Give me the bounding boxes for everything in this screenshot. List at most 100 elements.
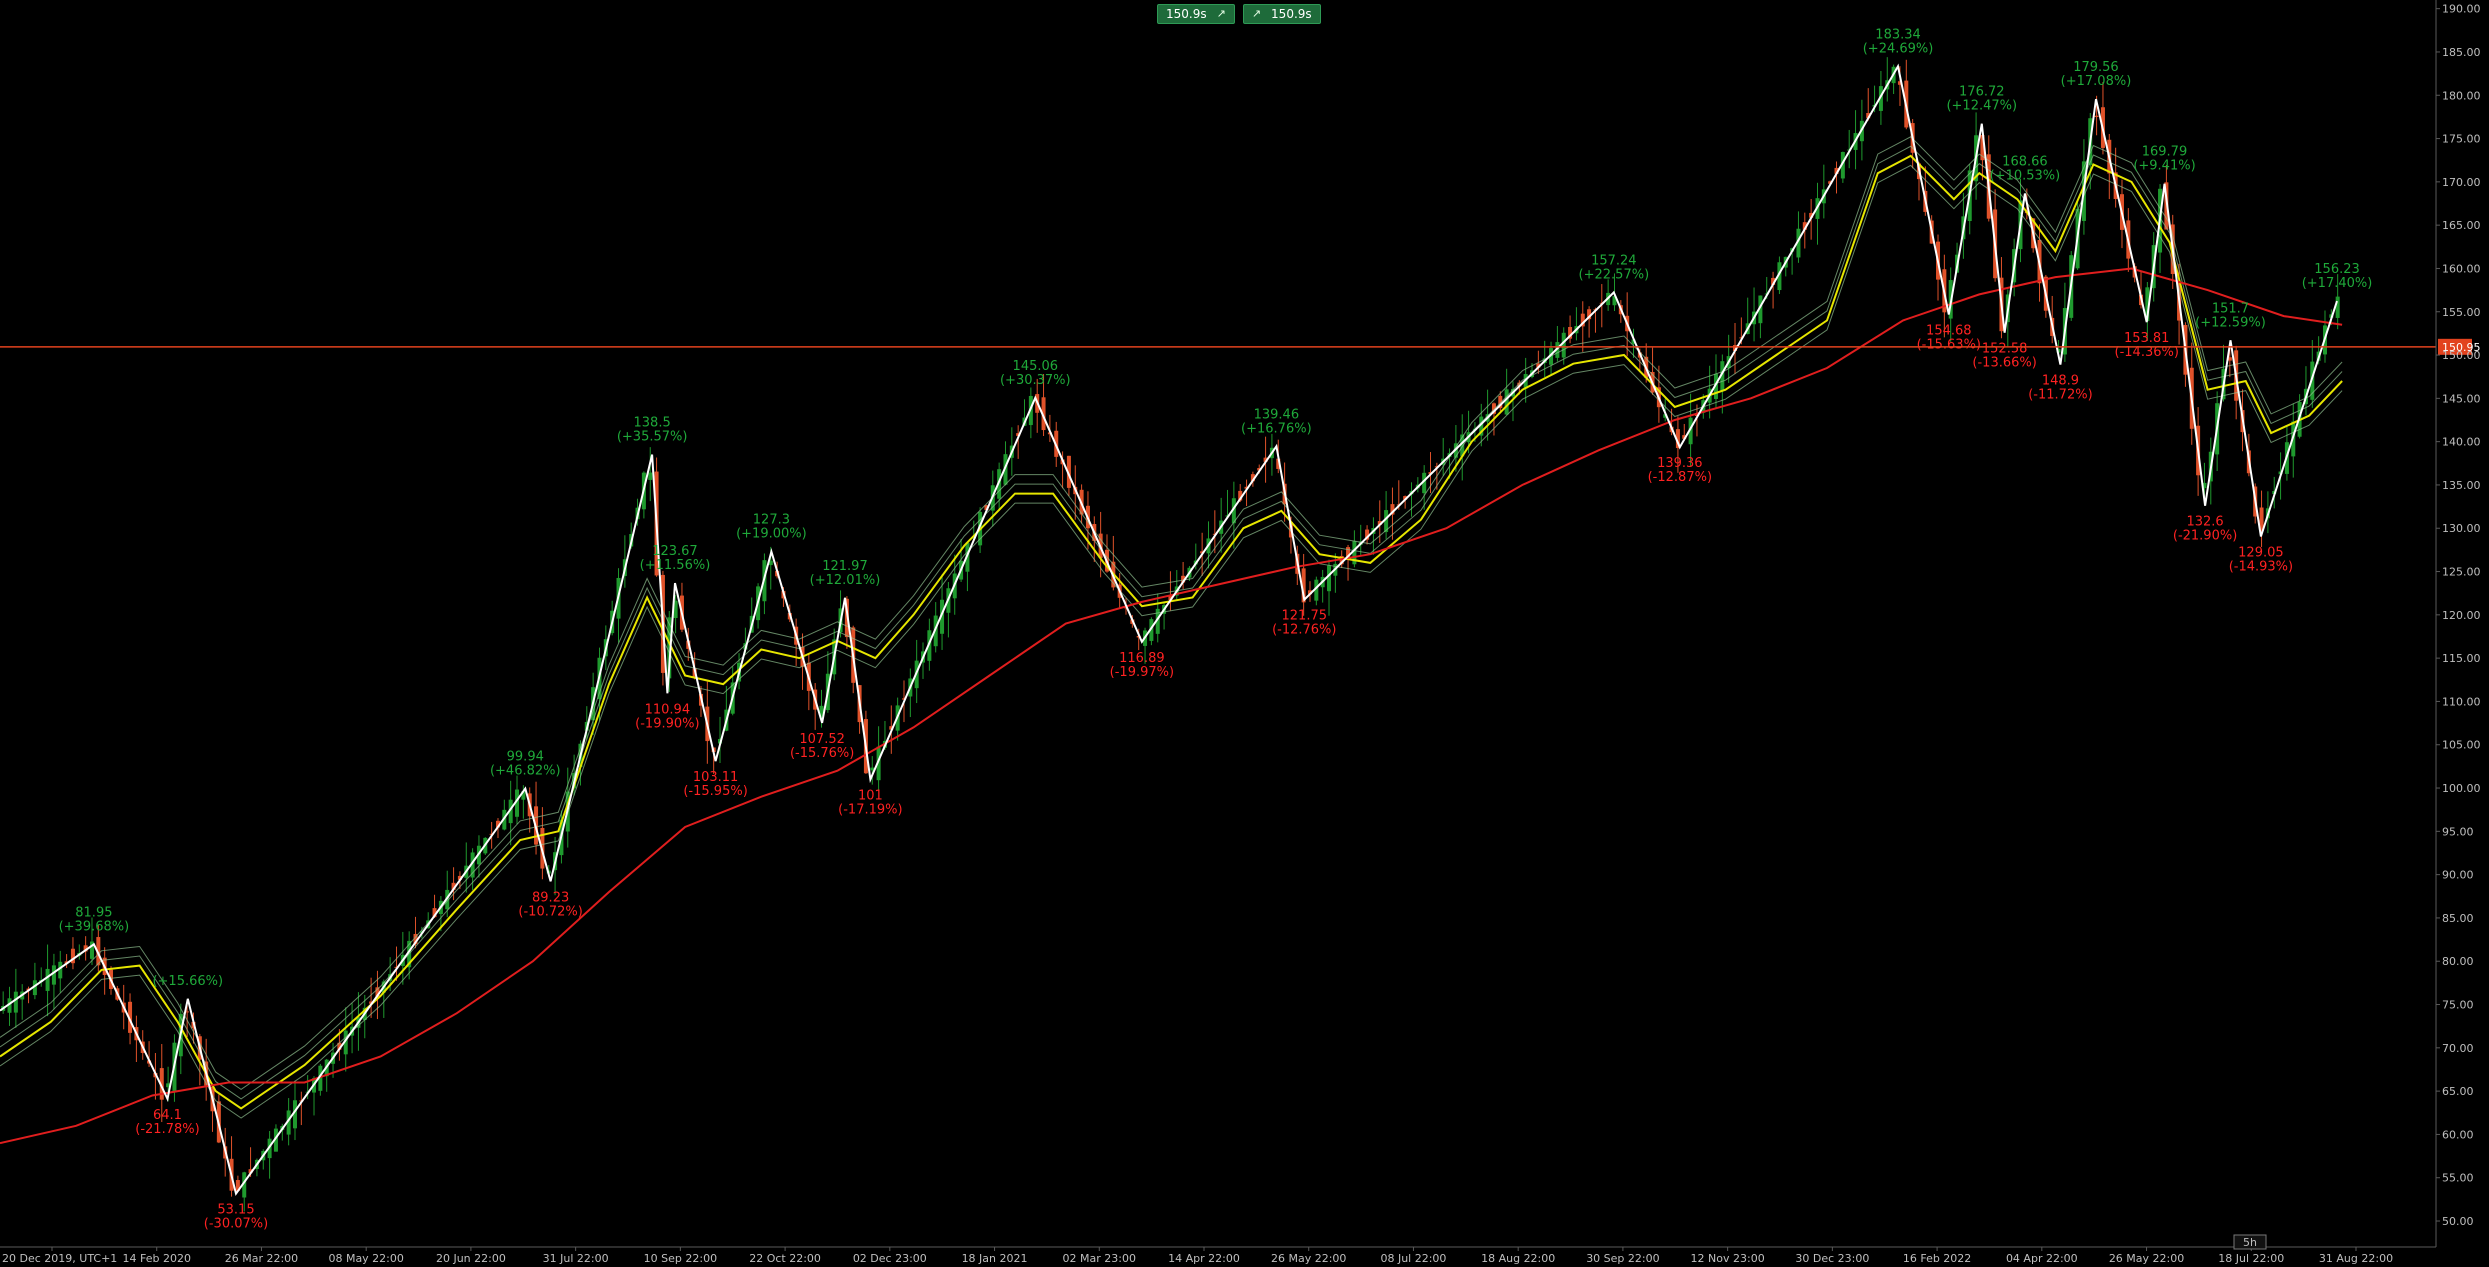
swing-price-label: 107.52 [799,732,845,747]
swing-price-label: 129.05 [2238,545,2284,560]
price-tick-label: 165.00 [2442,219,2481,232]
current-price-tag [2438,338,2472,355]
price-tick-label: 155.00 [2442,306,2481,319]
candle-body [1377,521,1382,526]
candle-body [337,1042,342,1050]
candle-body [1498,395,1503,409]
swing-percent-label: (+16.76%) [1241,421,1312,436]
candle-body [248,1169,253,1174]
swing-percent-label: (-13.66%) [1972,356,2036,371]
price-tick-label: 90.00 [2442,869,2474,882]
swing-percent-label: (+30.37%) [1000,373,1071,388]
swing-price-label: 151.7 [2212,301,2249,316]
candle-body [1339,555,1344,565]
candle-body [267,1138,272,1159]
candle-body [451,882,456,890]
price-tick-label: 180.00 [2442,89,2481,102]
swing-percent-label: (+12.01%) [810,573,881,588]
candle-body [1796,228,1801,258]
swing-percent-label: (-30.07%) [204,1217,268,1232]
price-tick-label: 185.00 [2442,46,2481,59]
buy-button[interactable]: ↗ 150.9s [1242,4,1321,24]
candle-body [515,789,520,817]
swing-price-label: 89.23 [532,890,569,905]
candle-body [96,937,101,966]
candle-body [508,799,513,824]
candle-body [1840,151,1845,179]
price-tick-label: 55.00 [2442,1172,2474,1185]
swing-price-label: 81.95 [75,905,112,920]
candle-body [819,705,824,717]
candle-body [375,987,380,998]
candle-body [1580,313,1585,327]
swing-percent-label: (-19.97%) [1110,665,1174,680]
time-axis[interactable]: 20 Dec 2019, UTC+1 14 Feb 2020 26 Mar 22:0… [0,1234,2436,1265]
time-tick-label: 20 Jun 22:00 [436,1252,506,1265]
ma-fast-line [0,154,2343,1110]
candle-body [1250,474,1255,482]
candle-body [7,998,12,1013]
candle-body [1327,565,1332,592]
candle-body [1631,339,1636,344]
time-tick-label: 02 Dec 23:00 [853,1252,927,1265]
swing-price-label: 132.6 [2186,515,2223,530]
swing-price-label: 153.81 [2124,331,2170,346]
swing-price-label: 138.5 [634,416,671,431]
swing-price-label: 121.75 [1282,609,1328,624]
swing-percent-label: (+35.57%) [617,430,688,445]
candle-body [1390,504,1395,515]
swing-percent-label: (-11.72%) [2028,388,2092,403]
time-tick-label: 10 Sep 22:00 [644,1252,717,1265]
candle-body [648,472,653,480]
candle-body [1688,417,1693,445]
swing-percent-label: (+11.56%) [640,558,711,573]
price-tick-label: 65.00 [2442,1085,2474,1098]
price-tick-label: 130.00 [2442,522,2481,535]
swing-price-label: 148.9 [2042,374,2079,389]
price-tick-label: 80.00 [2442,955,2474,968]
candle-body [1675,429,1680,449]
swing-percent-label: (+46.82%) [490,764,561,779]
sell-button[interactable]: 150.9s ↗ [1157,4,1235,24]
price-tick-label: 125.00 [2442,566,2481,579]
swing-percent-label: (+17.40%) [2302,276,2373,291]
swing-percent-label: (+39.68%) [59,919,130,934]
arrow-up-right-icon: ↗ [1251,7,1262,20]
swing-price-label: 145.06 [1013,359,1059,374]
candle-body [901,698,906,700]
zigzag-line [0,63,2338,1197]
candle-body [457,875,462,880]
candle-body [242,1172,247,1198]
candle-body [1155,608,1160,634]
candle-body [83,945,88,952]
swing-price-label: 123.67 [652,544,698,559]
swing-price-label: 179.56 [2073,60,2119,75]
candle-body [1809,212,1814,218]
candle-body [1066,455,1071,488]
price-tick-label: 190.00 [2442,3,2481,16]
candle-body [432,908,437,918]
price-tick-label: 175.00 [2442,133,2481,146]
candle-body [1384,510,1389,533]
candle-body [1403,496,1408,500]
price-tick-label: 140.00 [2442,436,2481,449]
candle-body [1536,363,1541,368]
swing-percent-label: (-10.72%) [518,904,582,919]
time-tick-label: 18 Aug 22:00 [1481,1252,1555,1265]
time-tick-label: 18 Jul 22:00 [2218,1252,2284,1265]
candle-body [159,1068,164,1100]
candle-body [2227,357,2232,361]
time-tick-label: 16 Feb 2022 [1903,1252,1971,1265]
candle-body [318,1065,323,1091]
swing-price-label: 139.36 [1657,456,1703,471]
candle-body [1301,568,1306,603]
timeframe-badge [2233,1234,2267,1250]
candle-body [1041,397,1046,431]
candle-body [1238,490,1243,501]
price-axis[interactable]: 50.00 55.00 60.00 65.00 70.00 75.00 80.00 85.00… [2435,0,2481,1247]
candle-body [1422,472,1427,494]
candle-body [1181,575,1186,583]
swing-price-label: 64.1 [153,1108,182,1123]
candle-body [1828,181,1833,184]
